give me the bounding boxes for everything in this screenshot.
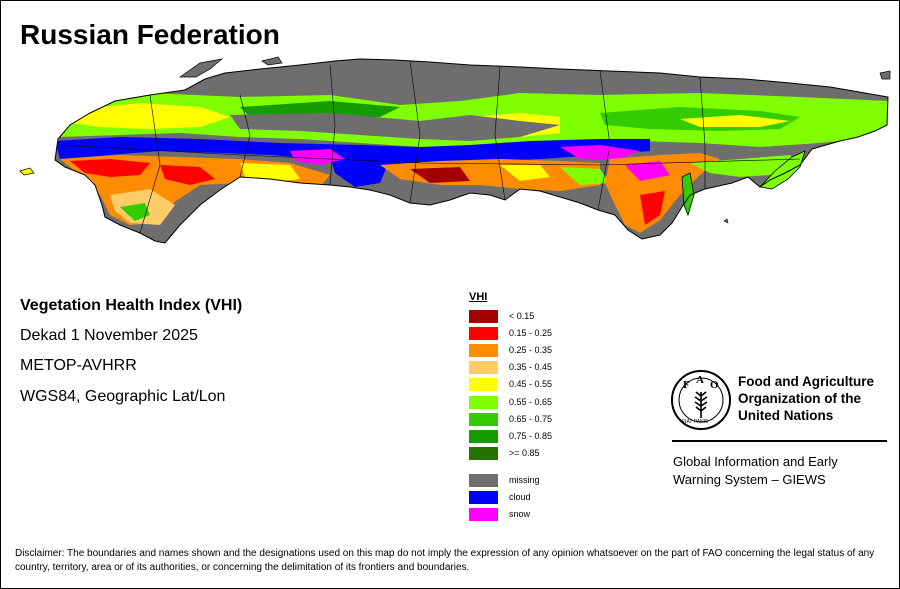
legend-swatch bbox=[469, 491, 498, 504]
legend-label: 0.35 - 0.45 bbox=[509, 362, 553, 373]
kaliningrad bbox=[19, 167, 35, 176]
sakhalin bbox=[681, 172, 695, 217]
fao-letter-f: F bbox=[683, 379, 690, 391]
region-boundaries bbox=[59, 60, 801, 234]
fao-org-line: United Nations bbox=[738, 408, 834, 423]
kuril-islands bbox=[723, 218, 729, 224]
vhi-map bbox=[19, 56, 891, 244]
vhi-yellow-baikal bbox=[500, 165, 550, 181]
snow-patch-west bbox=[290, 149, 345, 165]
fao-org-line: Organization of the bbox=[738, 391, 861, 406]
legend-swatch bbox=[469, 474, 498, 487]
wrangel-island bbox=[879, 70, 891, 80]
arctic-island bbox=[261, 56, 283, 66]
legend-swatch bbox=[469, 395, 498, 409]
fao-motto: FIAT PANIS bbox=[682, 419, 709, 425]
sensor-label: METOP-AVHRR bbox=[20, 357, 137, 374]
novaya-zemlya bbox=[178, 58, 224, 78]
snow-far-east bbox=[625, 161, 670, 181]
legend-label: snow bbox=[509, 509, 531, 519]
fao-letter-o: O bbox=[710, 379, 719, 391]
projection-label: WGS84, Geographic Lat/Lon bbox=[20, 388, 226, 405]
legend-label: 0.25 - 0.35 bbox=[509, 345, 553, 356]
vhi-orange-south-central bbox=[380, 159, 600, 191]
legend-swatch bbox=[469, 310, 498, 323]
legend-label: 0.75 - 0.85 bbox=[509, 430, 553, 441]
wheat-ear-icon bbox=[694, 391, 708, 418]
missing-central-band bbox=[230, 113, 560, 141]
fao-emblem: F A O FIAT PANIS bbox=[671, 370, 731, 430]
legend-label: < 0.15 bbox=[509, 311, 535, 321]
period-label: Dekad 1 November 2025 bbox=[20, 327, 198, 344]
giews-line: Warning System – GIEWS bbox=[673, 472, 826, 487]
vhi-red-far-east bbox=[640, 191, 665, 225]
legend-title: VHI bbox=[469, 291, 488, 303]
cloud-patch bbox=[330, 153, 390, 187]
map-title: Russian Federation bbox=[20, 19, 280, 50]
legend-swatch bbox=[469, 446, 498, 460]
legend-swatch bbox=[469, 361, 498, 375]
vhi-yellow-east bbox=[680, 115, 790, 127]
giews-name: Global Information and Early Warning Sys… bbox=[673, 453, 838, 489]
snow-patch-east bbox=[560, 145, 640, 159]
legend-swatch bbox=[469, 378, 498, 392]
vhi-yellow-northwest bbox=[70, 103, 230, 129]
giews-line: Global Information and Early bbox=[673, 454, 838, 469]
fao-org-line: Food and Agriculture bbox=[738, 374, 874, 389]
vhi-darkred-patch bbox=[410, 167, 470, 183]
fao-emblem-inner-ring bbox=[678, 377, 724, 423]
index-name: Vegetation Health Index (VHI) bbox=[20, 297, 243, 314]
legend-swatch bbox=[469, 344, 498, 358]
vhi-darkgreen-north bbox=[240, 101, 400, 117]
fao-org-name: Food and Agriculture Organization of the… bbox=[738, 373, 874, 424]
legend-label: 0.15 - 0.25 bbox=[509, 328, 553, 339]
vhi-red-west bbox=[70, 159, 150, 177]
divider bbox=[672, 440, 887, 442]
legend-swatch bbox=[469, 327, 498, 341]
fao-emblem-ring bbox=[671, 370, 731, 430]
legend-swatch bbox=[469, 508, 498, 521]
vhi-red-central-west bbox=[160, 165, 215, 185]
legend-label: >= 0.85 bbox=[509, 447, 540, 458]
vhi-green-caucasus bbox=[120, 203, 150, 221]
vhi-green-okhotsk bbox=[690, 155, 800, 177]
legend-label: cloud bbox=[509, 492, 531, 502]
legend-label: 0.45 - 0.55 bbox=[509, 379, 553, 390]
vhi-green-transbaikal bbox=[560, 167, 610, 185]
legend-label: 0.65 - 0.75 bbox=[509, 413, 553, 424]
fao-letter-a: A bbox=[696, 374, 704, 386]
disclaimer: Disclaimer: The boundaries and names sho… bbox=[15, 548, 875, 573]
country-boundary bbox=[54, 58, 889, 244]
legend-swatch bbox=[469, 429, 498, 443]
legend-swatch bbox=[469, 412, 498, 426]
legend-label: 0.55 - 0.65 bbox=[509, 396, 553, 407]
legend-label: missing bbox=[509, 475, 540, 485]
